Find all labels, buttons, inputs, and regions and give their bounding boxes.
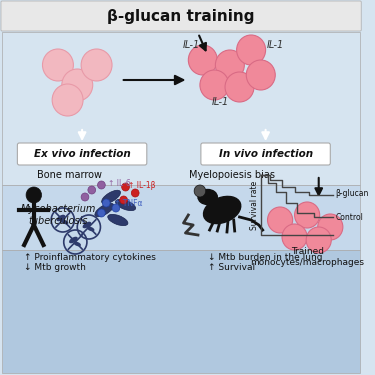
Text: ↑ IL-6: ↑ IL-6 (108, 178, 131, 188)
Text: In vivo infection: In vivo infection (219, 149, 313, 159)
Ellipse shape (82, 222, 91, 228)
Circle shape (120, 196, 128, 204)
Circle shape (26, 187, 42, 203)
Circle shape (81, 193, 89, 201)
FancyBboxPatch shape (201, 143, 330, 165)
Circle shape (42, 49, 74, 81)
Text: ↓ Mtb growth: ↓ Mtb growth (24, 262, 86, 272)
Ellipse shape (198, 189, 217, 204)
Ellipse shape (74, 242, 81, 246)
Text: IL-1: IL-1 (183, 40, 200, 50)
Ellipse shape (61, 220, 68, 224)
Circle shape (246, 60, 275, 90)
Circle shape (62, 69, 93, 101)
Circle shape (237, 35, 266, 65)
Text: Bone marrow: Bone marrow (37, 170, 102, 180)
Circle shape (52, 84, 83, 116)
Circle shape (225, 72, 254, 102)
Ellipse shape (95, 203, 114, 217)
Circle shape (88, 186, 96, 194)
Text: Control: Control (335, 213, 363, 222)
Text: ↑ TNFα: ↑ TNFα (114, 198, 142, 207)
Circle shape (194, 185, 206, 197)
Circle shape (98, 209, 105, 217)
Text: β-glucan training: β-glucan training (107, 9, 254, 24)
Ellipse shape (108, 214, 128, 226)
Circle shape (215, 50, 244, 80)
Ellipse shape (57, 215, 65, 221)
Ellipse shape (204, 196, 241, 223)
Text: ↑ Proinflammatory cytokines: ↑ Proinflammatory cytokines (24, 252, 156, 261)
Circle shape (102, 199, 110, 207)
Text: IL-1: IL-1 (211, 97, 229, 107)
Circle shape (306, 227, 331, 253)
Text: ↑ Survival: ↑ Survival (208, 262, 255, 272)
Circle shape (295, 202, 320, 228)
Text: Mycobacterium
tuberculosis: Mycobacterium tuberculosis (20, 204, 96, 226)
FancyBboxPatch shape (1, 1, 361, 31)
Ellipse shape (87, 226, 94, 231)
Circle shape (112, 204, 120, 212)
Text: Trained
monocytes/macrophages: Trained monocytes/macrophages (250, 247, 364, 267)
Circle shape (282, 224, 307, 250)
Text: Survival rate: Survival rate (249, 180, 258, 230)
Circle shape (318, 214, 343, 240)
Circle shape (81, 49, 112, 81)
Circle shape (98, 181, 105, 189)
Text: Myelopoiesis bias: Myelopoiesis bias (189, 170, 275, 180)
FancyBboxPatch shape (17, 143, 147, 165)
Circle shape (188, 45, 217, 75)
Ellipse shape (69, 237, 78, 243)
Circle shape (131, 189, 139, 197)
Text: ↓ Mtb burden in the lung: ↓ Mtb burden in the lung (208, 252, 322, 261)
Bar (2, 32, 360, 185)
Text: β-glucan: β-glucan (335, 189, 369, 198)
Ellipse shape (116, 200, 136, 211)
Text: ↑ IL-1β: ↑ IL-1β (129, 180, 156, 189)
Bar (2, 185, 360, 250)
Circle shape (200, 70, 229, 100)
Ellipse shape (102, 190, 120, 204)
Text: Ex vivo infection: Ex vivo infection (34, 149, 130, 159)
Text: IL-1: IL-1 (267, 40, 284, 50)
Circle shape (122, 183, 129, 191)
Bar (2, 250, 360, 373)
Circle shape (267, 207, 292, 233)
